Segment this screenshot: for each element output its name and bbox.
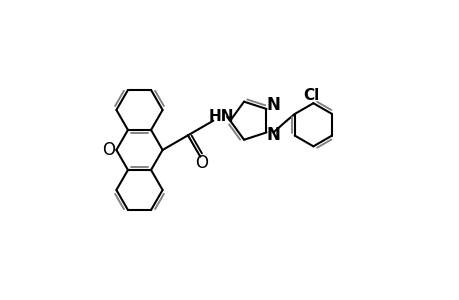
Text: N: N: [266, 96, 280, 114]
Text: HN: HN: [208, 109, 233, 124]
Text: O: O: [195, 154, 208, 172]
Text: O: O: [102, 141, 115, 159]
Text: N: N: [266, 126, 280, 144]
Text: Cl: Cl: [303, 88, 319, 103]
